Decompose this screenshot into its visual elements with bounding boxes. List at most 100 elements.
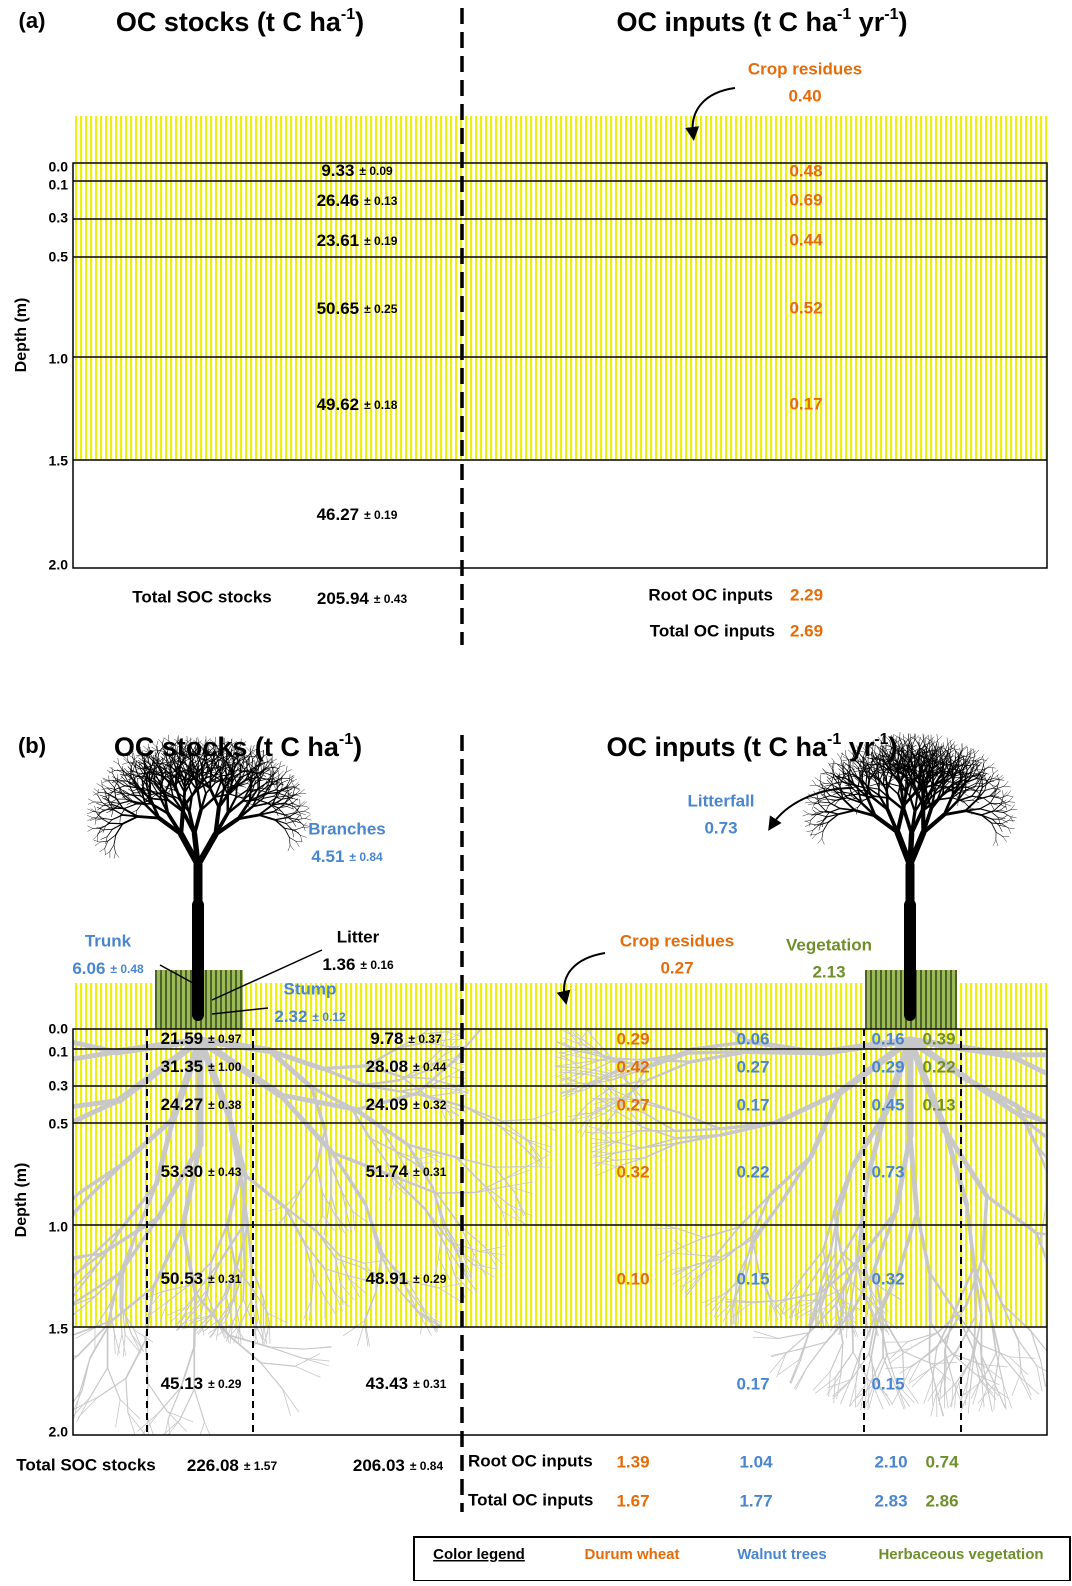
- branch: [982, 756, 984, 762]
- root: [932, 1364, 951, 1381]
- branch: [112, 767, 113, 773]
- wheat-input: 0.29: [616, 1029, 649, 1048]
- root: [0, 1307, 33, 1313]
- branch: [300, 789, 305, 793]
- value-sd: ± 1.57: [244, 1459, 278, 1473]
- branch: [1009, 802, 1015, 803]
- root: [0, 1304, 20, 1317]
- branch: [302, 806, 308, 807]
- root: [574, 965, 595, 976]
- branch: [1004, 813, 1011, 817]
- root: [950, 1383, 959, 1407]
- root: [0, 1281, 11, 1308]
- branch: [288, 845, 290, 851]
- root: [40, 1306, 59, 1317]
- total-label: Total OC inputs: [650, 621, 775, 640]
- branch: [811, 830, 813, 836]
- walnut-input: 0.27: [736, 1057, 769, 1076]
- value-main: 21.59: [161, 1029, 204, 1048]
- branch: [931, 783, 932, 796]
- root: [0, 1308, 22, 1322]
- branch: [105, 848, 106, 854]
- branch: [996, 840, 998, 846]
- root: [0, 1356, 21, 1369]
- root: [120, 1400, 140, 1419]
- value-main: 1.36: [322, 955, 355, 974]
- value-main: 28.08: [366, 1057, 409, 1076]
- branch: [87, 812, 93, 814]
- branch: [952, 745, 957, 749]
- branch: [119, 781, 126, 782]
- root: [43, 1310, 64, 1317]
- root: [32, 1263, 59, 1265]
- root: [1054, 1280, 1063, 1319]
- crop-residues-label: Crop residues: [748, 59, 862, 78]
- branch: [95, 818, 96, 824]
- branch: [991, 812, 998, 818]
- branch: [963, 800, 972, 801]
- root: [50, 1281, 72, 1298]
- root: [0, 1251, 6, 1253]
- root: [1054, 1229, 1067, 1242]
- root: [123, 1273, 124, 1307]
- root: [1056, 1128, 1072, 1133]
- branch: [220, 771, 221, 783]
- branch: [827, 777, 832, 782]
- total-label: Root OC inputs: [468, 1451, 593, 1470]
- branch: [937, 734, 938, 740]
- root: [10, 1331, 37, 1332]
- branch: [1005, 804, 1006, 810]
- branch: [292, 803, 299, 805]
- root: [603, 919, 620, 935]
- value-sd: ± 0.29: [208, 1377, 242, 1391]
- root: [3, 1269, 9, 1290]
- wheat-input: 0.44: [789, 230, 823, 249]
- root-input-total: 2.10: [874, 1452, 907, 1471]
- wheat-input: 0.42: [616, 1057, 649, 1076]
- root: [0, 1083, 39, 1112]
- branch: [110, 799, 116, 802]
- title-sup: -1: [874, 731, 888, 748]
- root: [34, 1355, 43, 1381]
- value-main: 51.74: [366, 1162, 409, 1181]
- root: [4, 1246, 24, 1265]
- branch: [290, 845, 294, 850]
- litter-label: Litter: [337, 927, 380, 946]
- root: [999, 1353, 1019, 1377]
- root: [0, 1278, 11, 1281]
- root: [46, 1295, 53, 1316]
- branch: [267, 773, 272, 776]
- branch: [114, 845, 115, 853]
- total-input: 2.86: [925, 1491, 958, 1510]
- root: [13, 1255, 31, 1276]
- root: [1018, 1340, 1037, 1366]
- branch: [968, 749, 973, 753]
- branch: [1001, 815, 1007, 819]
- root: [833, 1381, 851, 1399]
- branch: [88, 809, 94, 812]
- root: [43, 1309, 62, 1319]
- root: [163, 1419, 168, 1446]
- value-main: 206.03: [353, 1456, 405, 1475]
- branch: [1005, 804, 1011, 806]
- root: [907, 1333, 937, 1342]
- root: [30, 1276, 40, 1307]
- branch: [289, 837, 296, 841]
- title-sup: -1: [339, 731, 353, 748]
- value-sd: ± 0.12: [312, 1010, 346, 1024]
- root: [25, 1378, 51, 1386]
- branch: [822, 839, 824, 845]
- branch: [810, 834, 816, 835]
- soc-stock-inter-row: 48.91± 0.29: [366, 1269, 447, 1288]
- branch: [805, 824, 811, 826]
- root: [1065, 1218, 1072, 1233]
- value-sd: ± 0.44: [413, 1060, 447, 1074]
- soc-stock: 49.62± 0.18: [317, 395, 398, 414]
- walnut-input: 0.32: [871, 1269, 904, 1288]
- root: [778, 1333, 809, 1339]
- root: [41, 1308, 61, 1316]
- branch: [990, 763, 995, 767]
- root: [612, 916, 629, 933]
- soc-stock: 46.27± 0.19: [317, 505, 398, 524]
- root: [50, 1295, 52, 1317]
